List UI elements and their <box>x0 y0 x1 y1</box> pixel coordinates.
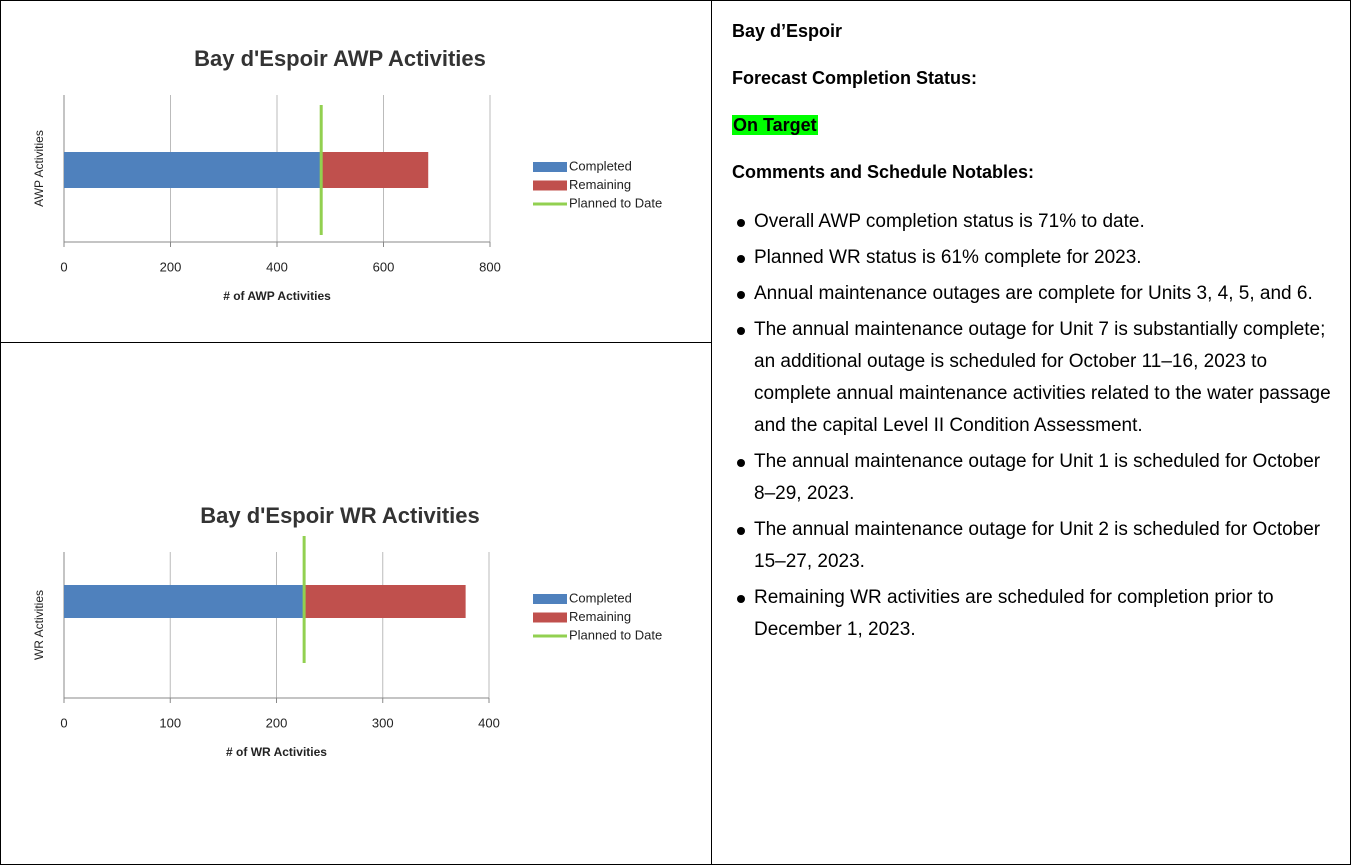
x-tick-label: 200 <box>160 259 182 274</box>
bar <box>64 152 321 188</box>
x-tick-label: 0 <box>60 715 67 730</box>
chart-title: Bay d'Espoir AWP Activities <box>194 46 486 71</box>
bullet: The annual maintenance outage for Unit 7… <box>737 314 1341 442</box>
x-tick-label: 400 <box>266 259 288 274</box>
x-tick-label: 800 <box>479 259 501 274</box>
bar <box>64 585 306 618</box>
y-axis-label: WR Activities <box>32 590 46 660</box>
legend-label: Completed <box>569 158 632 173</box>
bullet: Overall AWP completion status is 71% to … <box>737 206 1341 238</box>
x-tick-label: 300 <box>372 715 394 730</box>
x-tick-label: 400 <box>478 715 500 730</box>
x-axis-label: # of WR Activities <box>226 745 327 759</box>
bullet: Remaining WR activities are scheduled fo… <box>737 582 1341 646</box>
legend-swatch <box>533 612 567 623</box>
status: On Target <box>732 115 818 135</box>
legend-swatch <box>533 162 567 172</box>
legend-label: Completed <box>569 590 632 605</box>
status-wrap: On Target <box>732 112 1341 138</box>
legend-label: Remaining <box>569 609 631 624</box>
legend-swatch <box>533 594 567 604</box>
legend-swatch <box>533 180 567 191</box>
charts: Bay d'Espoir AWP Activities 0 200 400 600 800… <box>32 46 662 759</box>
bullet: Annual maintenance outages are complete … <box>737 278 1341 310</box>
chart-title: Bay d'Espoir WR Activities <box>200 503 479 528</box>
x-tick-label: 600 <box>373 259 395 274</box>
status-label: Forecast Completion Status: <box>732 68 978 88</box>
x-tick-label: 200 <box>266 715 288 730</box>
x-tick-label: 100 <box>159 715 181 730</box>
bullet: The annual maintenance outage for Unit 1… <box>737 446 1341 510</box>
status-panel: Bay d’Espoir Forecast Completion Status:… <box>711 0 1351 865</box>
legend-label: Planned to Date <box>569 195 662 210</box>
bar <box>305 585 466 618</box>
bullet: Planned WR status is 61% complete for 20… <box>737 242 1341 274</box>
heading: Bay d’Espoir <box>732 21 843 41</box>
bullet-list: Overall AWP completion status is 71% to … <box>732 206 1341 646</box>
legend-label: Planned to Date <box>569 627 662 642</box>
legend-label: Remaining <box>569 177 631 192</box>
bullet: The annual maintenance outage for Unit 2… <box>737 514 1341 578</box>
x-axis-label: # of AWP Activities <box>223 289 331 303</box>
comments-heading: Comments and Schedule Notables: <box>732 162 1035 182</box>
bar <box>320 152 429 188</box>
x-tick-label: 0 <box>60 259 67 274</box>
y-axis-label: AWP Activities <box>32 130 46 207</box>
